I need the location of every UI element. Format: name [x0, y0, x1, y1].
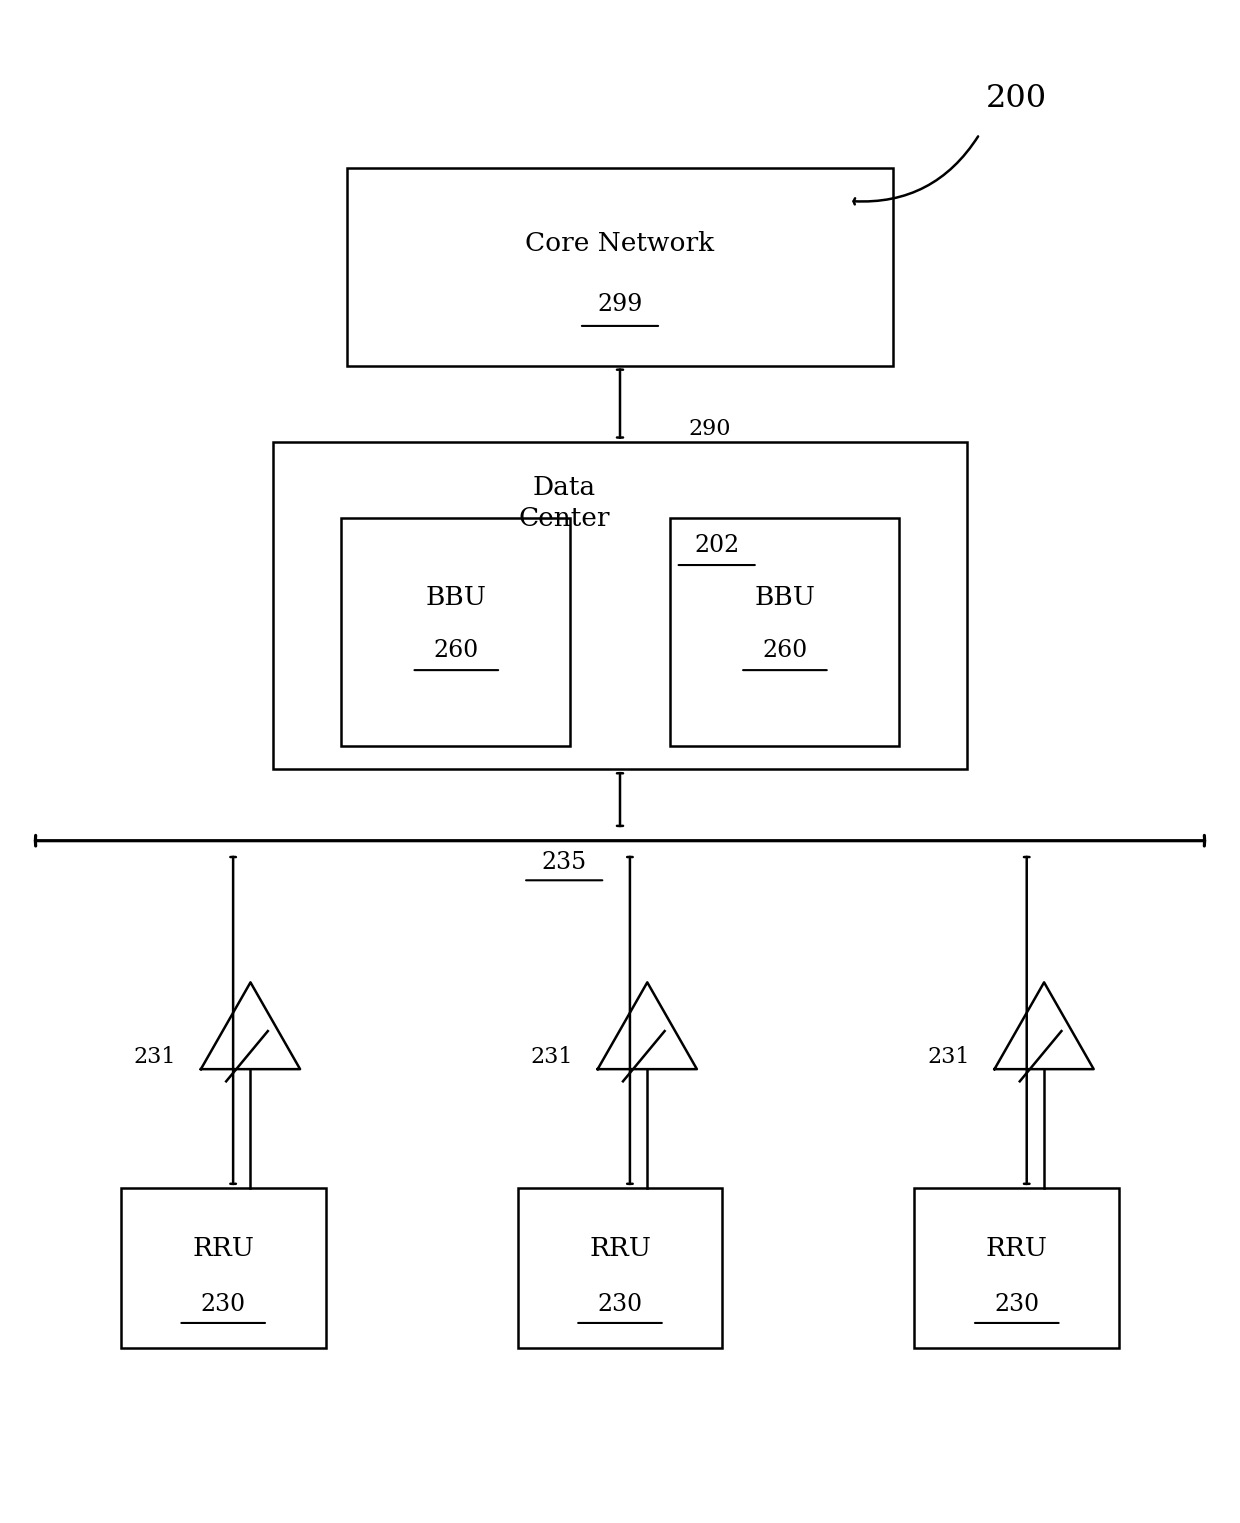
Text: RRU: RRU	[986, 1237, 1048, 1261]
Text: 260: 260	[763, 638, 807, 663]
Text: 260: 260	[434, 638, 479, 663]
Text: 200: 200	[986, 84, 1048, 114]
Bar	[341, 518, 570, 746]
Text: 290: 290	[688, 419, 730, 440]
Text: Data
Center: Data Center	[518, 475, 610, 530]
Text: BBU: BBU	[425, 585, 487, 609]
Text: 230: 230	[598, 1293, 642, 1316]
Bar	[347, 168, 893, 366]
Text: 299: 299	[598, 292, 642, 317]
Bar	[273, 442, 967, 769]
Text: BBU: BBU	[754, 585, 816, 609]
Bar	[914, 1188, 1118, 1348]
Text: RRU: RRU	[589, 1237, 651, 1261]
Bar	[670, 518, 899, 746]
Text: 231: 231	[531, 1046, 573, 1068]
Text: Core Network: Core Network	[526, 231, 714, 256]
Bar	[517, 1188, 722, 1348]
Text: 235: 235	[542, 850, 587, 874]
Text: RRU: RRU	[192, 1237, 254, 1261]
Bar	[120, 1188, 326, 1348]
Text: 230: 230	[994, 1293, 1039, 1316]
Text: 230: 230	[201, 1293, 246, 1316]
Text: 231: 231	[134, 1046, 176, 1068]
Text: 202: 202	[694, 533, 739, 557]
Text: 231: 231	[928, 1046, 970, 1068]
